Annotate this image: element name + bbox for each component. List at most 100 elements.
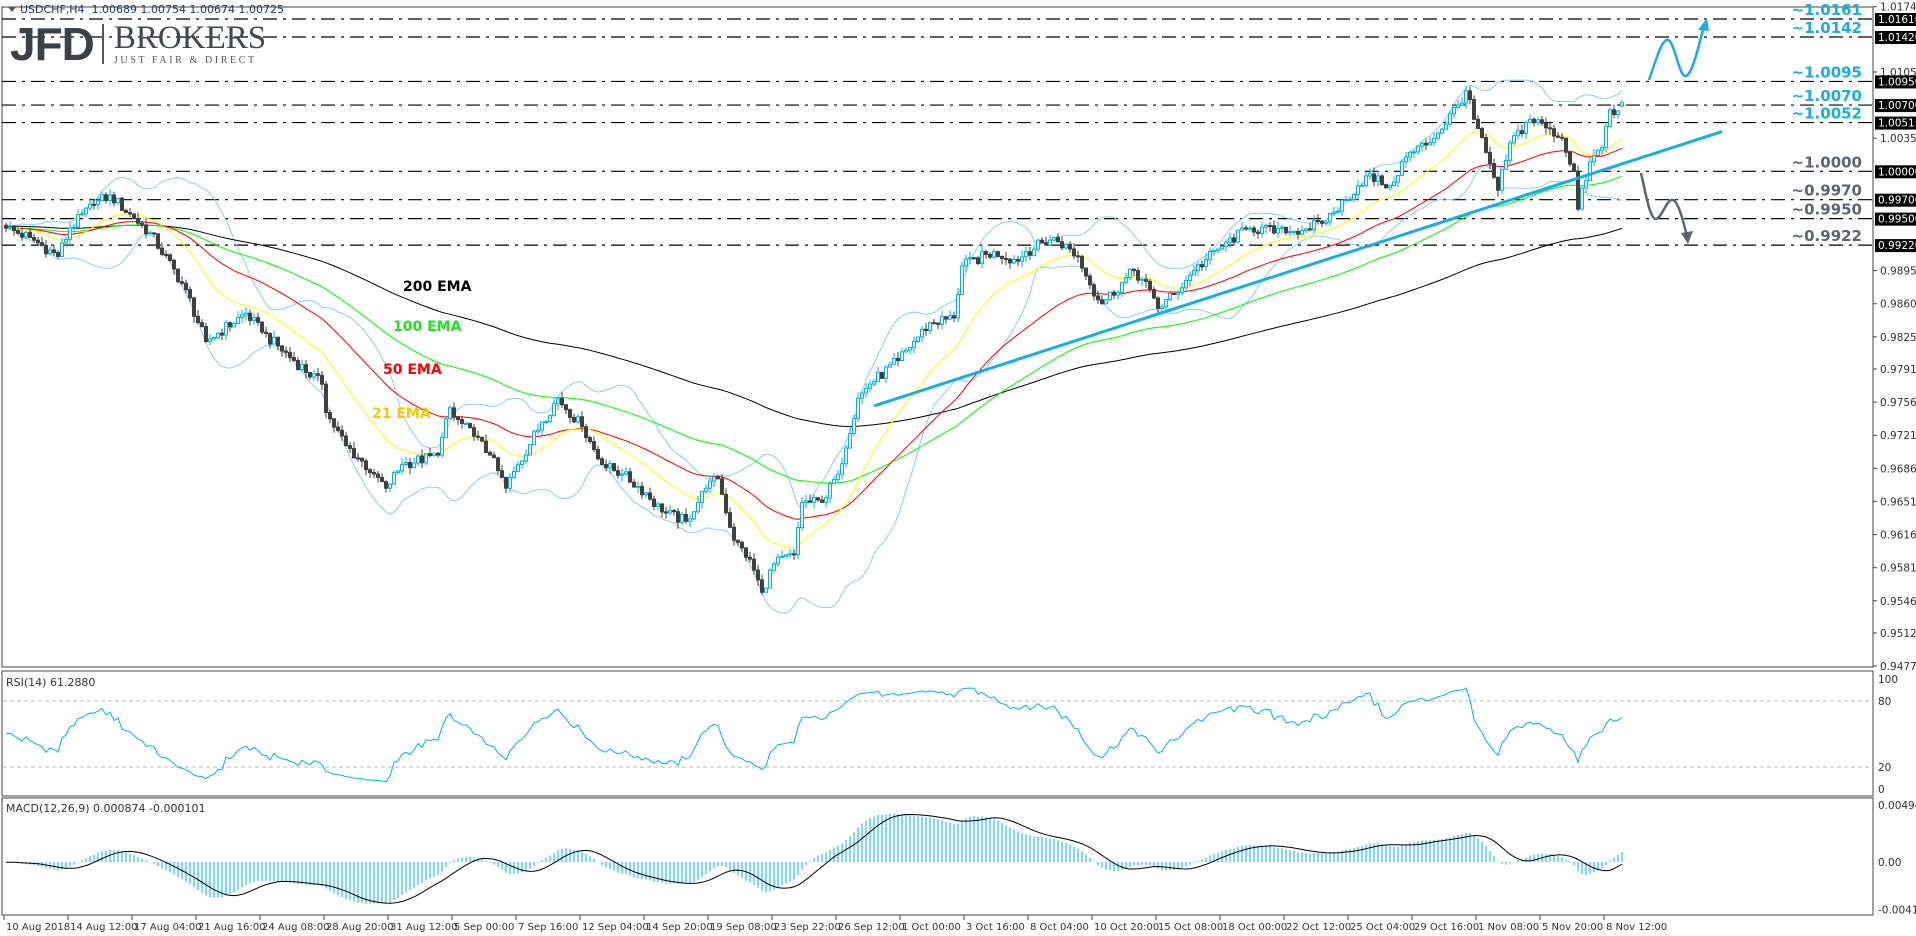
candle <box>1592 149 1596 167</box>
candle-body <box>132 213 136 220</box>
candle <box>580 411 584 433</box>
candle-body <box>1616 110 1620 116</box>
candle-body <box>1532 118 1536 124</box>
candle-body <box>1040 239 1044 244</box>
candle-body <box>220 332 224 336</box>
candle <box>1088 273 1092 290</box>
candle <box>1040 237 1044 244</box>
candle-body <box>760 579 764 593</box>
candle <box>1564 137 1568 158</box>
candle <box>1432 133 1436 147</box>
candle-body <box>612 463 616 472</box>
macd-histogram <box>5 813 1623 904</box>
candle <box>720 474 724 495</box>
candle <box>1000 255 1004 265</box>
candle-body <box>1560 136 1564 139</box>
candle-body <box>1096 295 1100 301</box>
candle-body <box>1192 270 1196 276</box>
candle-body <box>1044 242 1048 246</box>
candle-body <box>312 373 316 378</box>
candle-body <box>684 513 688 522</box>
candle <box>976 256 980 266</box>
candle <box>168 253 172 262</box>
candle-body <box>216 332 220 339</box>
candle <box>556 397 560 410</box>
candles <box>4 86 1624 595</box>
candle <box>340 425 344 441</box>
level-price-box-label: 1.01420 <box>1878 32 1916 44</box>
candle-body <box>616 470 620 476</box>
candle <box>872 378 876 387</box>
candle-body <box>1544 122 1548 129</box>
candle <box>256 312 260 326</box>
candle <box>1440 127 1444 134</box>
candle-body <box>1296 230 1300 235</box>
candle <box>616 465 620 479</box>
candle <box>312 369 316 381</box>
candle-body <box>1284 226 1288 234</box>
candle-body <box>624 471 628 475</box>
candle <box>1200 260 1204 271</box>
candle-body <box>1352 193 1356 200</box>
candle-body <box>680 513 684 523</box>
candle <box>1092 282 1096 301</box>
candle-body <box>1048 239 1052 246</box>
level-price-box <box>1875 75 1916 89</box>
candle <box>1096 291 1100 304</box>
candle <box>1188 271 1192 287</box>
candle <box>468 422 472 429</box>
support-trendline <box>873 130 1723 408</box>
candle-body <box>1220 246 1224 250</box>
candle-body <box>436 452 440 456</box>
candle <box>1532 117 1536 127</box>
candle-body <box>836 473 840 481</box>
symbol-header[interactable]: USDCHF,H4 1.00689 1.00754 1.00674 1.0072… <box>8 3 284 16</box>
candle <box>980 245 984 269</box>
candle <box>1312 215 1316 234</box>
candle-body <box>1252 227 1256 233</box>
candle-body <box>384 481 388 489</box>
candle <box>676 508 680 529</box>
candle-body <box>892 357 896 365</box>
candle <box>76 209 80 228</box>
candle-body <box>1132 268 1136 272</box>
candle-body <box>1592 154 1596 163</box>
candle <box>1324 219 1328 226</box>
macd-axis-label: 0.004942 <box>1878 800 1916 812</box>
candle <box>808 494 812 503</box>
candle-body <box>200 322 204 328</box>
candle <box>1008 257 1012 269</box>
candle-body <box>804 500 808 503</box>
candle <box>864 383 868 398</box>
candle-body <box>1364 175 1368 186</box>
candle <box>1252 225 1256 237</box>
candle <box>456 415 460 426</box>
candle <box>1280 224 1284 234</box>
symbol-name: USDCHF,H4 <box>20 3 85 16</box>
candle-body <box>688 518 692 522</box>
y-tick-label: 0.94770 <box>1880 661 1916 673</box>
candle <box>1108 291 1112 302</box>
candle-body <box>1548 127 1552 130</box>
candle <box>1576 165 1580 212</box>
dropdown-triangle-icon[interactable] <box>8 7 16 12</box>
candle <box>252 312 256 325</box>
candle <box>1284 226 1288 236</box>
candle-body <box>604 464 608 469</box>
candle <box>1124 272 1128 285</box>
rsi-title: RSI(14) 61.2880 <box>6 676 96 689</box>
candle <box>404 456 408 467</box>
candle-body <box>124 209 128 213</box>
candle <box>592 436 596 453</box>
candle-body <box>1524 121 1528 134</box>
candle <box>28 227 32 239</box>
candle <box>1500 168 1504 195</box>
candle-body <box>396 470 400 474</box>
candle-body <box>432 452 436 457</box>
x-tick-label: 10 Oct 20:00 <box>1094 922 1159 933</box>
candle <box>4 223 8 233</box>
candle-body <box>236 317 240 325</box>
candle-body <box>1116 291 1120 296</box>
symbol-ohlc: 1.00689 1.00754 1.00674 1.00725 <box>91 3 285 16</box>
candle-body <box>872 381 876 385</box>
